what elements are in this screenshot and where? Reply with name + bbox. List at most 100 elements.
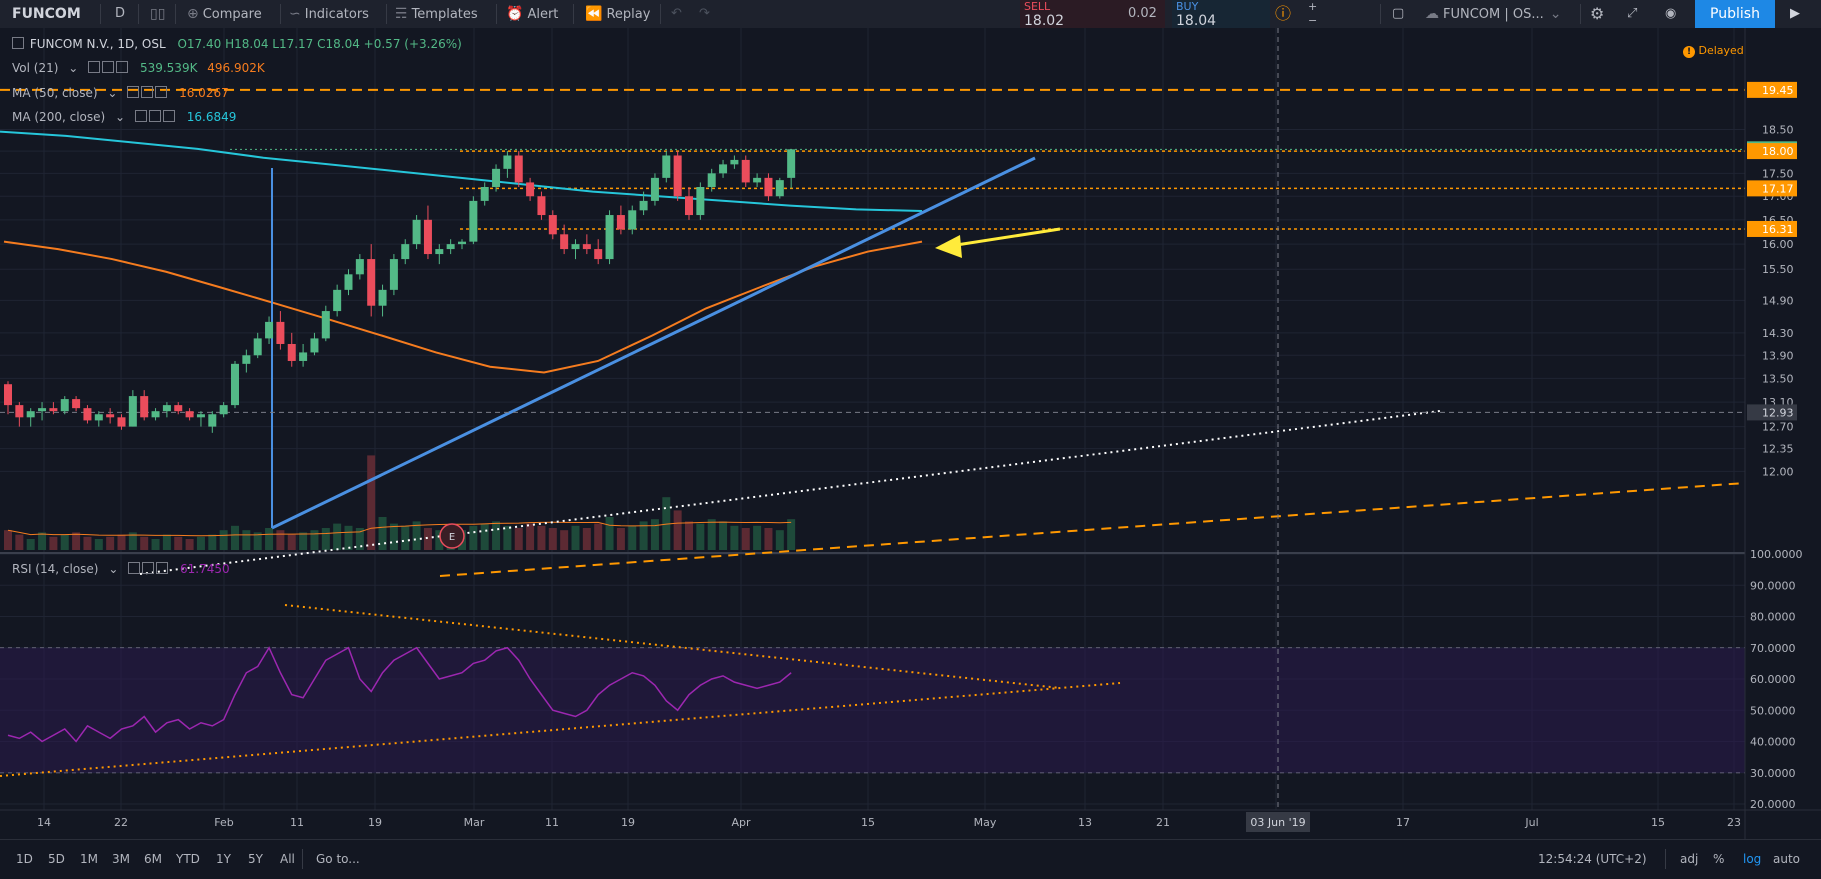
interval-button[interactable]: D xyxy=(115,6,126,21)
redo-button[interactable]: ↷ xyxy=(699,0,710,28)
replay-icon: ⏪ xyxy=(585,6,603,22)
percent-toggle[interactable]: % xyxy=(1713,852,1725,866)
templates-icon: ☴ xyxy=(395,6,408,22)
series-square-icon xyxy=(12,37,24,49)
chevron-down-icon[interactable]: ⌄ xyxy=(107,86,118,100)
zoom-out-button[interactable]: − xyxy=(1308,15,1317,43)
volume-bar xyxy=(775,530,784,550)
gear-icon[interactable] xyxy=(148,110,161,122)
eye-icon[interactable] xyxy=(134,110,147,122)
eye-icon[interactable] xyxy=(127,86,140,98)
adjust-toggle[interactable]: adj xyxy=(1680,852,1699,866)
time-tick-label: 19 xyxy=(621,816,635,829)
delayed-badge[interactable]: ! Delayed xyxy=(1683,44,1744,58)
info-icon: ⓘ xyxy=(1275,4,1292,23)
plus-circle-icon: ⊕ xyxy=(187,6,199,22)
toolbar-divider xyxy=(302,849,303,869)
candle-body xyxy=(548,215,557,235)
fullscreen-button[interactable]: ▢ xyxy=(1392,0,1404,28)
range-button[interactable]: 5D xyxy=(48,852,65,866)
volume-bar xyxy=(582,528,591,550)
eye-icon[interactable] xyxy=(88,61,101,73)
layout-selector[interactable]: ☁ FUNCOM | OS... ⌄ xyxy=(1425,0,1566,28)
compare-button[interactable]: ⊕ Compare xyxy=(187,0,262,28)
time-tick-label: 11 xyxy=(545,816,559,829)
volume-bar xyxy=(753,525,762,550)
publish-button[interactable]: Publish xyxy=(1695,0,1775,28)
indicators-button[interactable]: ∽ Indicators xyxy=(289,0,369,28)
candle-body xyxy=(571,244,580,250)
candle-body xyxy=(650,177,659,201)
volume-bar xyxy=(571,525,580,550)
range-button[interactable]: 1M xyxy=(80,852,98,866)
templates-button[interactable]: ☴ Templates xyxy=(395,0,478,28)
time-tick-label: Feb xyxy=(214,816,233,829)
range-button[interactable]: 6M xyxy=(144,852,162,866)
volume-bar xyxy=(730,525,739,550)
auto-toggle[interactable]: auto xyxy=(1773,852,1801,866)
info-button[interactable]: ⓘ xyxy=(1275,0,1291,28)
price-label-text: 17.17 xyxy=(1762,182,1794,195)
zoom-in-button[interactable]: + xyxy=(1308,1,1317,29)
range-button[interactable]: All xyxy=(280,852,295,866)
symbol-title[interactable]: FUNCOM N.V., 1D, OSL xyxy=(29,37,166,51)
time-tick-label: 15 xyxy=(861,816,875,829)
play-icon: ▶ xyxy=(1790,6,1800,21)
chart-type-button[interactable]: ▯▯ xyxy=(150,0,169,28)
range-button[interactable]: 5Y xyxy=(248,852,263,866)
volume-label[interactable]: Vol (21) xyxy=(12,61,59,75)
ma200-label[interactable]: MA (200, close) xyxy=(12,110,106,124)
rsi-tick-label: 80.0000 xyxy=(1750,611,1796,624)
candle-body xyxy=(503,155,512,169)
snapshot-button[interactable]: ◉ xyxy=(1665,0,1676,28)
candle-body xyxy=(174,405,183,412)
expand-button[interactable]: ⤢ xyxy=(1627,0,1637,28)
log-toggle[interactable]: log xyxy=(1743,852,1762,866)
rsi-label[interactable]: RSI (14, close) xyxy=(12,562,99,576)
play-button[interactable]: ▶ xyxy=(1790,0,1800,28)
gear-icon[interactable] xyxy=(102,61,115,73)
warning-icon: ! xyxy=(1683,46,1695,58)
close-icon[interactable] xyxy=(155,86,168,98)
gear-icon[interactable] xyxy=(141,86,154,98)
chevron-down-icon[interactable]: ⌄ xyxy=(108,562,119,576)
eye-icon[interactable] xyxy=(128,562,141,574)
chart-canvas[interactable]: E 18.5018.0017.5017.0016.5016.0015.5014.… xyxy=(0,28,1821,839)
alert-button[interactable]: ⏰ Alert xyxy=(506,0,558,28)
replay-button[interactable]: ⏪ Replay xyxy=(585,0,650,28)
close-icon[interactable] xyxy=(162,110,175,122)
toolbar-divider xyxy=(386,4,387,24)
candle-body xyxy=(26,411,35,418)
candle-body xyxy=(162,405,171,412)
volume-bar xyxy=(253,532,262,550)
time-tick-label: 13 xyxy=(1078,816,1092,829)
chevron-down-icon[interactable]: ⌄ xyxy=(115,110,126,124)
range-button[interactable]: 1Y xyxy=(216,852,231,866)
volume-bar xyxy=(787,519,796,550)
goto-button[interactable]: Go to... xyxy=(316,852,360,866)
close-icon[interactable] xyxy=(116,61,129,73)
range-button[interactable]: 1D xyxy=(16,852,33,866)
gear-icon[interactable] xyxy=(142,562,155,574)
rsi-tick-label: 40.0000 xyxy=(1750,736,1796,749)
range-button[interactable]: 3M xyxy=(112,852,130,866)
sell-button[interactable]: SELL 18.02 xyxy=(1020,0,1165,30)
time-tick-label: 11 xyxy=(290,816,304,829)
symbol-search[interactable]: FUNCOM xyxy=(12,6,81,22)
chevron-down-icon[interactable]: ⌄ xyxy=(68,61,79,75)
candle-body xyxy=(219,405,228,415)
volume-bar xyxy=(117,534,126,550)
buy-button[interactable]: BUY 18.04 xyxy=(1172,0,1270,30)
range-button[interactable]: YTD xyxy=(176,852,200,866)
candle-body xyxy=(276,321,285,344)
ma50-label[interactable]: MA (50, close) xyxy=(12,86,98,100)
buy-price: 18.04 xyxy=(1176,13,1217,29)
replay-label: Replay xyxy=(606,7,651,22)
undo-button[interactable]: ↶ xyxy=(671,0,682,28)
volume-bar xyxy=(526,523,535,550)
settings-button[interactable]: ⚙ xyxy=(1590,0,1604,28)
candle-body xyxy=(106,414,115,418)
volume-value: 539.539K xyxy=(139,61,198,75)
close-icon[interactable] xyxy=(156,562,169,574)
candle-body xyxy=(458,241,466,245)
